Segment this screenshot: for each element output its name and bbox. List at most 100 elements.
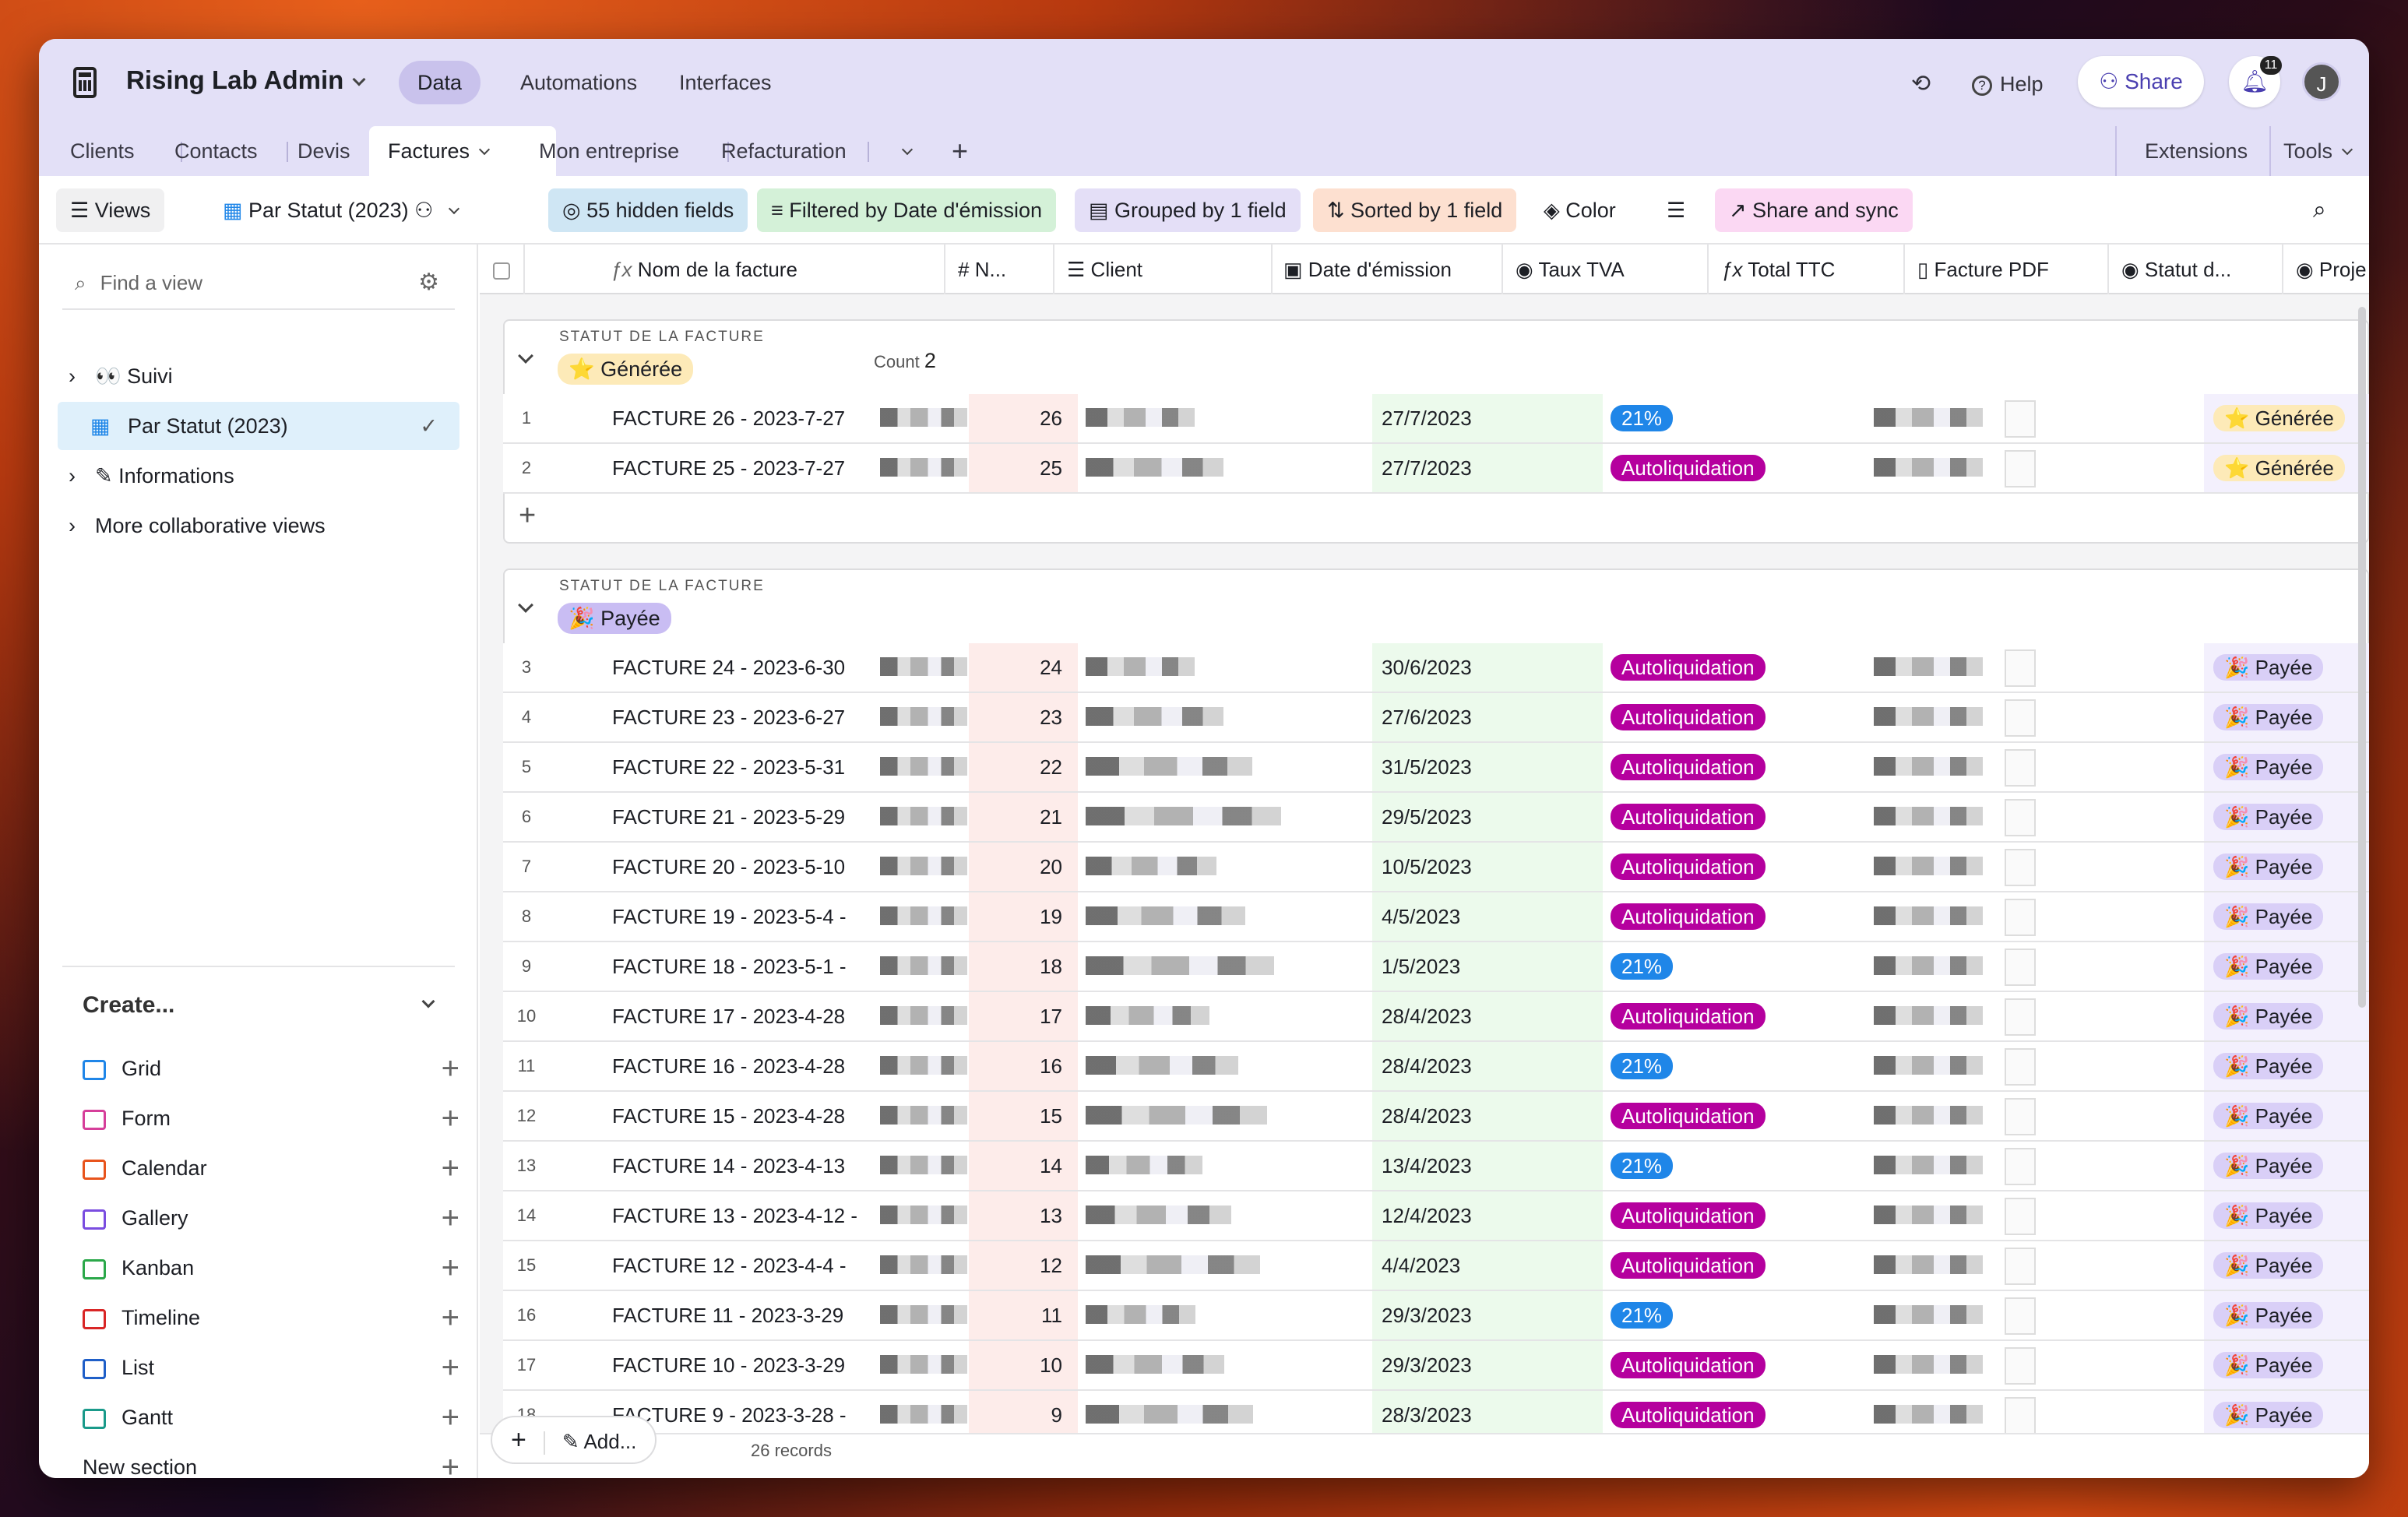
date-cell[interactable]: 31/5/2023 xyxy=(1372,743,1603,791)
share-sync-button[interactable]: ↗ Share and sync xyxy=(1715,188,1913,232)
status-cell[interactable]: 🎉 Payée xyxy=(2204,1142,2369,1190)
table-row[interactable]: 12 FACTURE 15 - 2023-4-28 15 28/4/2023 Autol… xyxy=(503,1092,2369,1142)
pdf-thumbnail[interactable] xyxy=(2005,699,2036,737)
invoice-number-cell[interactable]: 11 xyxy=(969,1291,1078,1339)
date-cell[interactable]: 27/7/2023 xyxy=(1372,444,1603,492)
tab-contacts[interactable]: Contacts xyxy=(174,139,258,163)
invoice-number-cell[interactable]: 13 xyxy=(969,1191,1078,1240)
col-taux-tva[interactable]: ◉ Taux TVA xyxy=(1503,245,1709,294)
vertical-scrollbar[interactable] xyxy=(2358,307,2366,1008)
col-total-ttc[interactable]: ƒx Total TTC xyxy=(1709,245,1905,294)
select-all-checkbox[interactable] xyxy=(480,245,525,294)
table-row[interactable]: 17 FACTURE 10 - 2023-3-29 10 29/3/2023 Autol… xyxy=(503,1341,2369,1391)
tva-cell[interactable]: 21% xyxy=(1603,942,1805,991)
date-cell[interactable]: 12/4/2023 xyxy=(1372,1191,1603,1240)
pdf-thumbnail[interactable] xyxy=(2005,1148,2036,1185)
col-client[interactable]: ☰ Client xyxy=(1054,245,1273,294)
color-button[interactable]: ◈ Color xyxy=(1544,199,1616,222)
invoice-name-cell[interactable]: FACTURE 22 - 2023-5-31 xyxy=(612,755,846,779)
date-cell[interactable]: 4/5/2023 xyxy=(1372,892,1603,941)
invoice-number-cell[interactable]: 26 xyxy=(969,394,1078,442)
table-row[interactable]: 3 FACTURE 24 - 2023-6-30 24 30/6/2023 Autoli… xyxy=(503,643,2369,693)
status-cell[interactable]: 🎉 Payée xyxy=(2204,1092,2369,1140)
views-toggle-button[interactable]: ☰ Views xyxy=(56,188,165,232)
status-cell[interactable]: 🎉 Payée xyxy=(2204,693,2369,741)
tva-cell[interactable]: 21% xyxy=(1603,1291,1805,1339)
date-cell[interactable]: 28/4/2023 xyxy=(1372,1092,1603,1140)
pdf-thumbnail[interactable] xyxy=(2005,1098,2036,1135)
invoice-name-cell[interactable]: FACTURE 23 - 2023-6-27 xyxy=(612,706,846,729)
date-cell[interactable]: 27/6/2023 xyxy=(1372,693,1603,741)
pdf-thumbnail[interactable] xyxy=(2005,1347,2036,1385)
date-cell[interactable]: 10/5/2023 xyxy=(1372,843,1603,891)
tab-mon-entreprise[interactable]: Mon entreprise xyxy=(539,139,680,163)
invoice-name-cell[interactable]: FACTURE 26 - 2023-7-27 xyxy=(612,407,846,430)
date-cell[interactable]: 29/3/2023 xyxy=(1372,1341,1603,1389)
view-switcher[interactable]: ▦ Par Statut (2023) ⚇ xyxy=(209,188,472,232)
tva-cell[interactable]: Autoliquidation xyxy=(1603,992,1805,1040)
filter-button[interactable]: ≡ Filtered by Date d'émission xyxy=(757,188,1057,232)
tva-cell[interactable]: Autoliquidation xyxy=(1603,1092,1805,1140)
table-row[interactable]: 7 FACTURE 20 - 2023-5-10 20 10/5/2023 Autoli… xyxy=(503,843,2369,892)
status-cell[interactable]: 🎉 Payée xyxy=(2204,1291,2369,1339)
invoice-number-cell[interactable]: 18 xyxy=(969,942,1078,991)
search-icon[interactable]: ⌕ xyxy=(2313,197,2326,223)
base-logo-icon[interactable] xyxy=(73,67,97,98)
invoice-number-cell[interactable]: 19 xyxy=(969,892,1078,941)
collapse-chevron-icon[interactable] xyxy=(518,348,533,364)
pdf-thumbnail[interactable] xyxy=(2005,649,2036,687)
collapse-chevron-icon[interactable] xyxy=(518,597,533,613)
row-height-icon[interactable]: ☰ xyxy=(1667,199,1686,222)
tab-refacturation[interactable]: Refacturation xyxy=(721,139,847,163)
col-date[interactable]: ▣ Date d'émission xyxy=(1273,245,1503,294)
status-cell[interactable]: 🎉 Payée xyxy=(2204,1391,2369,1439)
col-statut[interactable]: ◉ Statut d... xyxy=(2109,245,2283,294)
gear-icon[interactable]: ⚙ xyxy=(418,269,439,295)
add-record-plus[interactable]: + xyxy=(519,499,537,532)
tva-cell[interactable]: 21% xyxy=(1603,394,1805,442)
extensions-button[interactable]: Extensions xyxy=(2115,126,2248,176)
invoice-name-cell[interactable]: FACTURE 9 - 2023-3-28 - xyxy=(612,1403,847,1427)
table-row[interactable]: 11 FACTURE 16 - 2023-4-28 16 28/4/2023 21% 🎉 … xyxy=(503,1042,2369,1092)
pdf-thumbnail[interactable] xyxy=(2005,849,2036,886)
invoice-number-cell[interactable]: 9 xyxy=(969,1391,1078,1439)
tab-clients[interactable]: Clients xyxy=(70,139,135,163)
col-facture-pdf[interactable]: ▯ Facture PDF xyxy=(1905,245,2109,294)
history-icon[interactable]: ⟲ xyxy=(1911,71,1931,97)
create-list[interactable]: List + xyxy=(83,1346,459,1389)
date-cell[interactable]: 28/4/2023 xyxy=(1372,992,1603,1040)
invoice-name-cell[interactable]: FACTURE 25 - 2023-7-27 xyxy=(612,456,846,480)
table-row[interactable]: 16 FACTURE 11 - 2023-3-29 11 29/3/2023 21% 🎉 … xyxy=(503,1291,2369,1341)
invoice-name-cell[interactable]: FACTURE 12 - 2023-4-4 - xyxy=(612,1254,847,1277)
pdf-thumbnail[interactable] xyxy=(2005,998,2036,1036)
tva-cell[interactable]: 21% xyxy=(1603,1142,1805,1190)
invoice-name-cell[interactable]: FACTURE 18 - 2023-5-1 - xyxy=(612,955,847,978)
date-cell[interactable]: 4/4/2023 xyxy=(1372,1241,1603,1290)
invoice-number-cell[interactable]: 17 xyxy=(969,992,1078,1040)
tva-cell[interactable]: Autoliquidation xyxy=(1603,743,1805,791)
nav-data[interactable]: Data xyxy=(399,61,481,104)
table-row[interactable]: 8 FACTURE 19 - 2023-5-4 - 19 4/5/2023 Autoli… xyxy=(503,892,2369,942)
chevron-down-icon[interactable] xyxy=(421,994,435,1008)
tva-cell[interactable]: Autoliquidation xyxy=(1603,793,1805,841)
pdf-thumbnail[interactable] xyxy=(2005,1248,2036,1285)
invoice-name-cell[interactable]: FACTURE 13 - 2023-4-12 - xyxy=(612,1204,858,1227)
create-gantt[interactable]: Gantt + xyxy=(83,1396,459,1439)
status-cell[interactable]: 🎉 Payée xyxy=(2204,942,2369,991)
create-section-header[interactable]: Create... xyxy=(83,992,175,1018)
pdf-thumbnail[interactable] xyxy=(2005,1048,2036,1086)
tva-cell[interactable]: Autoliquidation xyxy=(1603,1391,1805,1439)
tva-cell[interactable]: Autoliquidation xyxy=(1603,1341,1805,1389)
tva-cell[interactable]: Autoliquidation xyxy=(1603,643,1805,692)
status-cell[interactable]: ⭐ Générée xyxy=(2204,444,2369,492)
pdf-thumbnail[interactable] xyxy=(2005,899,2036,936)
invoice-name-cell[interactable]: FACTURE 15 - 2023-4-28 xyxy=(612,1104,846,1128)
tools-button[interactable]: Tools xyxy=(2269,126,2353,176)
section-suivi[interactable]: › 👀 Suivi xyxy=(58,352,459,400)
tva-cell[interactable]: 21% xyxy=(1603,1042,1805,1090)
create-gallery[interactable]: Gallery + xyxy=(83,1196,459,1240)
invoice-number-cell[interactable]: 12 xyxy=(969,1241,1078,1290)
table-row[interactable]: 5 FACTURE 22 - 2023-5-31 22 31/5/2023 Autoli… xyxy=(503,743,2369,793)
pdf-thumbnail[interactable] xyxy=(2005,1198,2036,1235)
tva-cell[interactable]: Autoliquidation xyxy=(1603,843,1805,891)
